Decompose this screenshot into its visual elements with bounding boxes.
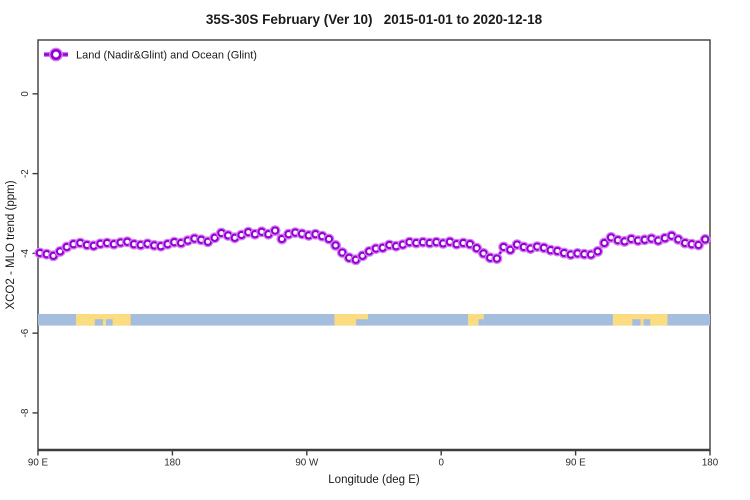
legend-label: Land (Nadir&Glint) and Ocean (Glint) [76, 50, 257, 62]
x-tick-label: 90 E [566, 458, 587, 469]
data-point [55, 247, 65, 256]
data-point [600, 238, 609, 248]
data-point [324, 234, 334, 244]
map-band-land-south-america [334, 313, 369, 326]
legend-marker-icon [50, 48, 62, 60]
data-point [203, 237, 213, 246]
chart-title: 35S-30S February (Ver 10) 2015-01-01 to … [206, 12, 543, 27]
y-tick-label: -4 [20, 248, 31, 257]
x-tick-label: 0 [438, 458, 444, 469]
x-tick-label: 90 W [295, 458, 319, 469]
y-tick-label: -8 [20, 408, 31, 417]
data-point [492, 254, 502, 263]
y-tick-label: 0 [20, 91, 31, 97]
map-band-notch [94, 319, 103, 326]
data-point [694, 240, 703, 250]
legend: Land (Nadir&Glint) and Ocean (Glint) [44, 47, 257, 62]
x-axis-title: Longitude (deg E) [328, 474, 420, 486]
data-point [472, 244, 481, 253]
map-band [38, 313, 710, 326]
data-point [210, 233, 219, 242]
map-band-land-africa [468, 313, 484, 326]
data-point [338, 248, 347, 257]
map-band-notch [643, 319, 651, 326]
map-band-notch [632, 319, 641, 326]
axis-ticks: 90 E 180 90 W 0 90 E 180 0 -2 -4 -6 -8 [20, 91, 719, 469]
data-point [593, 247, 602, 256]
map-band-notch [478, 319, 484, 326]
data-point [270, 226, 280, 235]
x-tick-label: 90 E [28, 458, 49, 469]
data-point [701, 235, 710, 244]
data-point [49, 251, 58, 260]
data-point [277, 234, 287, 244]
data-point [358, 251, 367, 260]
x-tick-label: 180 [164, 458, 181, 469]
data-point [331, 241, 340, 250]
y-axis-title: XCO2 - MLO trend (ppm) [5, 180, 17, 309]
data-point [506, 245, 515, 254]
map-band-notch [356, 319, 369, 326]
map-band-ocean [38, 313, 710, 326]
data-series [34, 225, 711, 266]
y-tick-label: -2 [20, 169, 31, 178]
map-band-land-australia [76, 313, 131, 326]
map-band-notch [105, 319, 113, 326]
x-tick-label: 180 [702, 458, 719, 469]
data-point [479, 249, 488, 258]
y-tick-label: -6 [20, 328, 31, 337]
